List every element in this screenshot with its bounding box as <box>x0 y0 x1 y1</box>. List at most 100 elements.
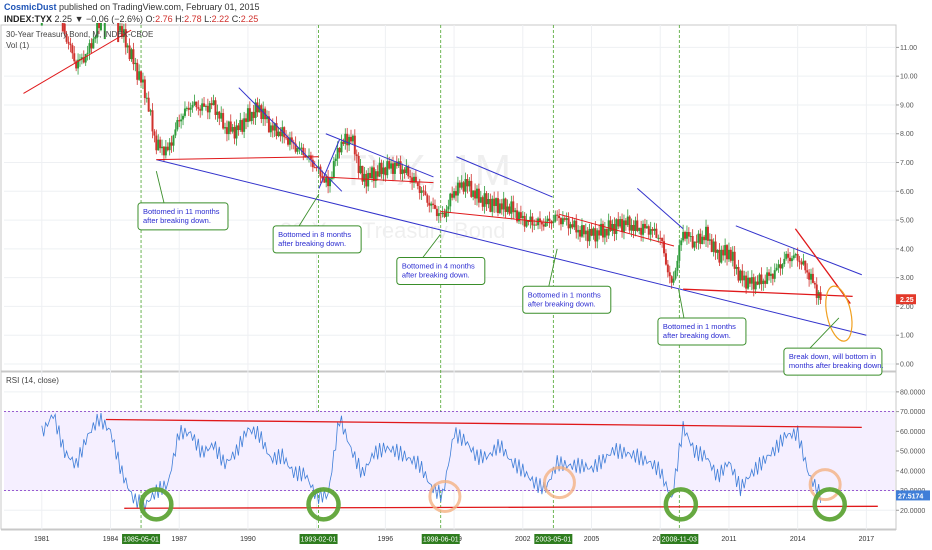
candle-body <box>655 228 658 238</box>
candle-body <box>747 277 750 289</box>
candle-body <box>285 137 288 139</box>
price-tick-label: 9.00 <box>900 102 914 109</box>
candle-body <box>275 123 278 137</box>
candle-body <box>82 57 85 63</box>
candle-body <box>495 198 498 207</box>
support-line-2003 <box>559 213 675 247</box>
candle-body <box>390 163 393 169</box>
candle-body <box>325 177 328 183</box>
candle-body <box>443 212 446 217</box>
candle-body <box>527 220 530 222</box>
candle-body <box>453 191 456 198</box>
callout-box <box>396 257 486 286</box>
rsi-axis[interactable]: 80.000070.000060.000050.000040.000030.00… <box>896 389 930 515</box>
callout-text: after breaking down. <box>278 239 346 248</box>
candle-body <box>800 262 803 265</box>
candle-body <box>246 108 249 122</box>
candle-body <box>327 177 330 187</box>
candle-body <box>99 23 102 31</box>
candle-body <box>714 241 717 253</box>
candle-body <box>783 258 786 265</box>
candle-body <box>668 272 671 277</box>
rsi-resistance-line <box>105 418 862 429</box>
candle-body <box>811 273 814 283</box>
symbol-label: INDEX:TYX <box>4 14 53 24</box>
candle-body <box>336 147 339 159</box>
rsi-tick-label: 20.0000 <box>900 508 925 515</box>
candle-body <box>346 133 349 146</box>
candle-body <box>716 249 719 253</box>
candle-body <box>636 220 639 231</box>
author-name[interactable]: CosmicDust <box>4 2 57 12</box>
candle-body <box>642 223 645 235</box>
candle-body <box>392 163 395 174</box>
candle-body <box>220 113 223 119</box>
candle-body <box>693 241 696 248</box>
candle-body <box>279 131 282 137</box>
price-pane-frame <box>0 24 897 372</box>
candle-body <box>594 228 597 242</box>
candle-body <box>414 176 417 183</box>
candle-body <box>588 228 591 242</box>
candle-body <box>493 198 496 207</box>
candle-body <box>441 212 444 215</box>
candle-body <box>273 123 276 131</box>
candle-body <box>460 182 463 188</box>
rsi-tick-label: 80.0000 <box>900 389 925 396</box>
candle-body <box>418 185 421 193</box>
candle-body <box>649 229 652 235</box>
resistance-line-2013 <box>794 228 851 304</box>
candle-body <box>451 193 454 198</box>
price-tick-label: 3.00 <box>900 275 914 282</box>
price-tick-label: 11.00 <box>900 45 917 52</box>
highlighted-date-label: 2003-05-01 <box>535 537 571 544</box>
callout-box <box>522 285 612 314</box>
candle-body <box>710 239 713 252</box>
candle-body <box>699 233 702 244</box>
candlestick-series <box>40 23 822 305</box>
candle-body <box>569 224 572 229</box>
rsi-circle <box>812 487 847 522</box>
candle-body <box>546 218 549 222</box>
time-tick-label: 1996 <box>378 536 394 543</box>
candle-body <box>189 107 192 110</box>
price-axis[interactable]: 11.00 10.00 9.00 8.00 7.00 6.00 5.00 4.00 3.00 2.… <box>896 45 918 369</box>
candle-body <box>416 182 419 186</box>
candle-body <box>731 251 734 261</box>
candle-body <box>166 146 169 151</box>
candle-body <box>659 237 662 239</box>
candle-body <box>617 219 620 227</box>
candle-body <box>86 52 89 54</box>
candle-body <box>691 236 694 248</box>
candle-body <box>90 43 93 49</box>
candle-body <box>815 284 818 299</box>
candle-body <box>88 43 91 53</box>
candle-body <box>140 71 143 83</box>
candle-body <box>777 264 780 268</box>
candle-body <box>84 53 87 63</box>
candle-body <box>481 197 484 207</box>
candle-body <box>149 110 152 112</box>
candle-body <box>733 251 736 269</box>
candle-body <box>685 231 688 239</box>
candle-body <box>71 45 74 54</box>
candle-body <box>388 161 391 169</box>
candle-body <box>622 220 625 233</box>
candle-body <box>613 223 616 234</box>
time-tick-label: 2017 <box>859 536 875 543</box>
candle-body <box>794 254 797 256</box>
downtrend-2011 <box>735 225 862 276</box>
candle-body <box>632 224 635 231</box>
high-value: 2.78 <box>184 14 202 24</box>
candle-body <box>768 272 771 276</box>
candle-body <box>464 179 467 192</box>
candle-body <box>193 101 196 105</box>
callout-text: Bottomed in 8 months <box>278 230 351 239</box>
candle-body <box>380 162 383 175</box>
time-axis[interactable]: 1981198419871990199319961999200220052008… <box>1 529 896 544</box>
open-value: 2.76 <box>155 14 173 24</box>
candle-body <box>640 227 643 235</box>
candle-body <box>590 228 593 236</box>
